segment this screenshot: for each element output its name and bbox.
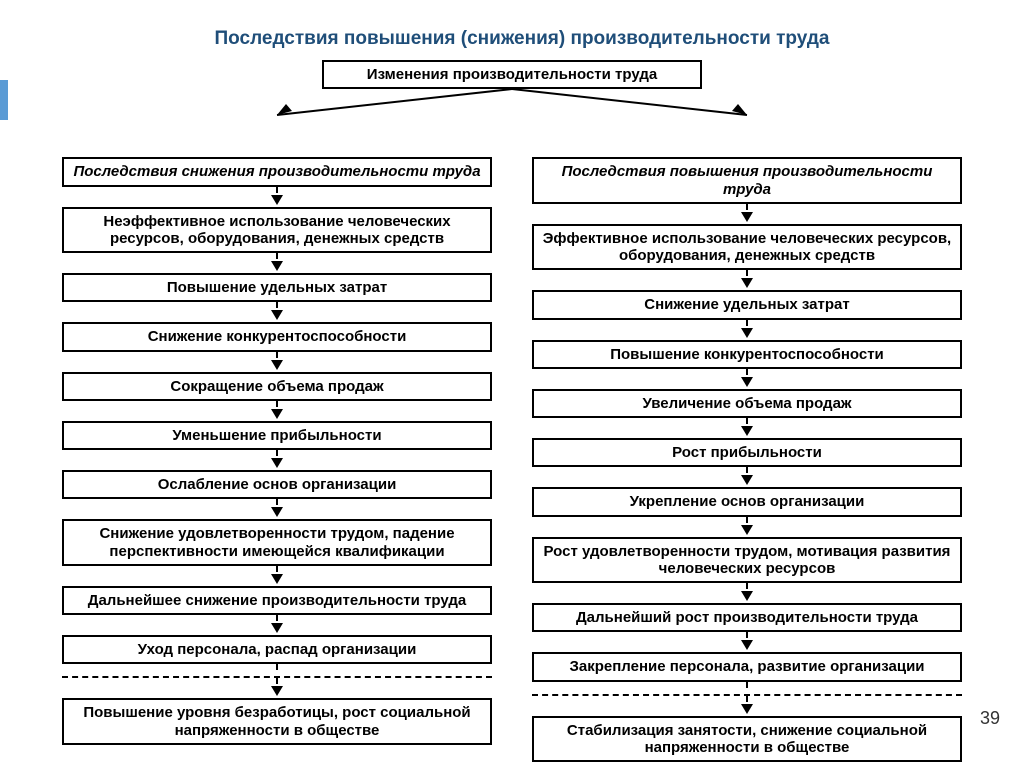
arrow-down-icon (271, 678, 283, 698)
right-step: Увеличение объема продаж (532, 389, 962, 418)
left-final: Повышение уровня безработицы, рост социа… (62, 698, 492, 745)
arrow-down-icon (741, 583, 753, 603)
arrow-down-icon (741, 320, 753, 340)
left-header: Последствия снижения производительности … (62, 157, 492, 186)
left-step: Сокращение объема продаж (62, 372, 492, 401)
left-step: Неэффективное использование человеческих… (62, 207, 492, 254)
right-step: Закрепление персонала, развитие организа… (532, 652, 962, 681)
arrow-down-icon (741, 632, 753, 652)
left-step: Снижение конкурентоспособности (62, 322, 492, 351)
left-step: Снижение удовлетворенности трудом, паден… (62, 519, 492, 566)
arrow-down-icon (741, 517, 753, 537)
flowchart: Изменения производительности труда После… (62, 60, 962, 762)
right-step: Снижение удельных затрат (532, 290, 962, 319)
root-node: Изменения производительности труда (322, 60, 702, 89)
arrow-down-icon (741, 418, 753, 438)
left-step: Ослабление основ организации (62, 470, 492, 499)
right-step: Дальнейший рост производительности труда (532, 603, 962, 632)
arrow-down-icon (271, 450, 283, 470)
right-step: Рост прибыльности (532, 438, 962, 467)
right-step: Укрепление основ организации (532, 487, 962, 516)
arrow-down-icon (276, 664, 278, 670)
right-column: Последствия повышения производительности… (532, 157, 962, 762)
arrow-down-icon (271, 302, 283, 322)
arrow-down-icon (741, 467, 753, 487)
left-step: Дальнейшее снижение производительности т… (62, 586, 492, 615)
arrow-down-icon (271, 499, 283, 519)
right-final: Стабилизация занятости, снижение социаль… (532, 716, 962, 763)
accent-sidebar (0, 80, 8, 120)
arrow-down-icon (271, 253, 283, 273)
arrow-down-icon (741, 270, 753, 290)
right-step: Рост удовлетворенности трудом, мотивация… (532, 537, 962, 584)
arrow-down-icon (271, 615, 283, 635)
left-step: Уменьшение прибыльности (62, 421, 492, 450)
right-step: Повышение конкурентоспособности (532, 340, 962, 369)
right-step: Эффективное использование человеческих р… (532, 224, 962, 271)
arrow-down-icon (271, 566, 283, 586)
right-header: Последствия повышения производительности… (532, 157, 962, 204)
arrow-down-icon (271, 352, 283, 372)
left-step: Повышение удельных затрат (62, 273, 492, 302)
left-column: Последствия снижения производительности … (62, 157, 492, 762)
arrow-down-icon (741, 204, 753, 224)
arrow-down-icon (271, 187, 283, 207)
arrow-down-icon (746, 682, 748, 688)
arrow-down-icon (271, 401, 283, 421)
left-step: Уход персонала, распад организации (62, 635, 492, 664)
page-number: 39 (980, 708, 1000, 729)
arrow-down-icon (741, 696, 753, 716)
page-title: Последствия повышения (снижения) произво… (0, 0, 1024, 60)
arrow-down-icon (741, 369, 753, 389)
fork-connector (62, 89, 962, 123)
